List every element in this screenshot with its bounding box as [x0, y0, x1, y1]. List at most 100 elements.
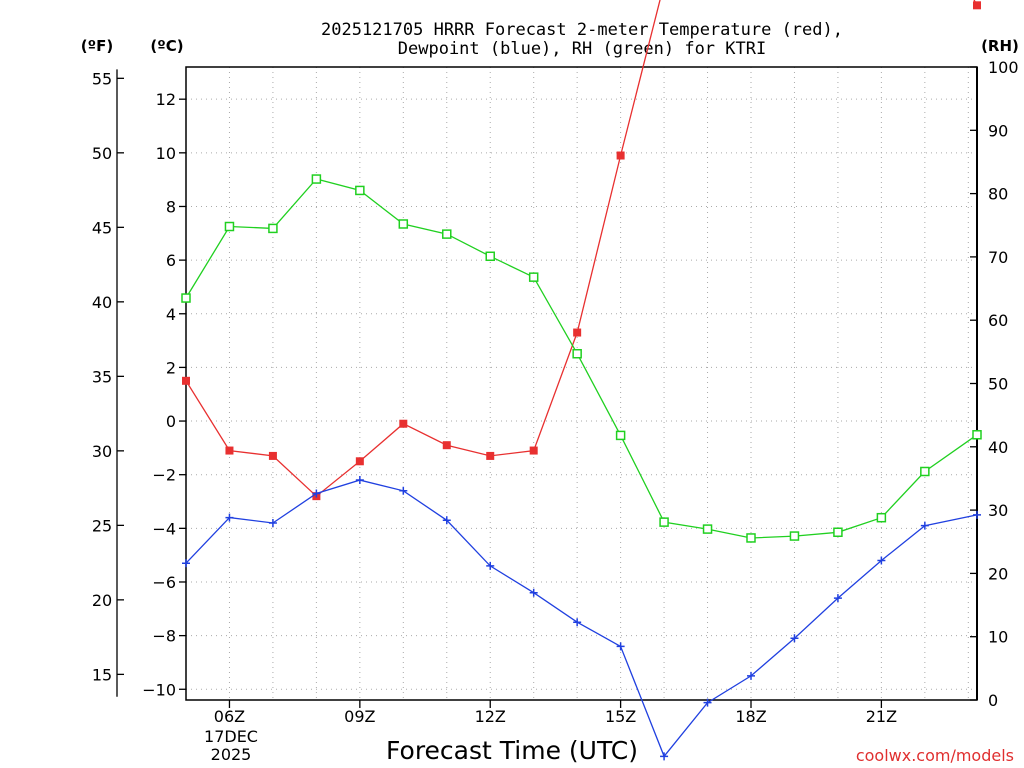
dewpoint-point	[442, 516, 451, 525]
fahrenheit-unit-label: (ºF)	[81, 37, 113, 55]
time-tick-label: 18Z	[735, 707, 766, 726]
rh-tick-label: 10	[988, 628, 1008, 647]
rh-point	[972, 430, 982, 440]
series-rh	[181, 174, 982, 543]
celsius-tick-label: 2	[166, 358, 176, 377]
rh-point	[355, 185, 365, 196]
dewpoint-line	[185, 479, 978, 758]
rh-point	[268, 223, 278, 234]
time-axis: 06Z 09Z 12Z 15Z 18Z 21Z	[214, 700, 897, 726]
celsius-tick-label: 12	[156, 90, 176, 109]
temperature-point	[442, 441, 451, 450]
date-label-day: 17DEC	[204, 727, 258, 746]
dewpoint-point	[703, 698, 712, 707]
rh-point	[398, 219, 409, 229]
dewpoint-point	[225, 513, 234, 522]
dewpoint-point	[790, 634, 799, 643]
rh-tick-label: 0	[988, 691, 998, 710]
celsius-tick-label: 4	[166, 305, 176, 324]
rh-point	[615, 430, 626, 441]
temperature-point	[355, 457, 364, 466]
dewpoint-point	[920, 521, 929, 530]
fahrenheit-tick-label: 40	[92, 293, 112, 312]
temperature-point	[399, 419, 408, 428]
time-tick-label: 09Z	[344, 707, 375, 726]
celsius-tick-label: −6	[152, 573, 176, 592]
rh-tick-label: 60	[988, 311, 1008, 330]
plot-frame	[185, 66, 978, 701]
dewpoint-point	[747, 671, 755, 680]
temperature-point	[616, 151, 625, 160]
dewpoint-point	[660, 752, 669, 761]
fahrenheit-tick-label: 25	[92, 516, 112, 535]
chart-title-line1: 2025121705 HRRR Forecast 2-meter Tempera…	[321, 20, 843, 40]
celsius-axis: −10 −8 −6 −4 −2 0 2 4 6 8 10 12	[142, 90, 186, 699]
celsius-tick-label: −2	[152, 466, 176, 485]
credit-text: coolwx.com/models	[856, 746, 1014, 765]
rh-axis: 0 10 20 30 40 50 60 70 80 90 100	[970, 58, 1019, 710]
rh-point	[442, 229, 452, 239]
rh-point	[485, 251, 495, 262]
dewpoint-point	[529, 588, 538, 597]
data-series	[181, 0, 982, 761]
rh-tick-label: 20	[988, 564, 1008, 583]
rh-point	[311, 174, 322, 184]
celsius-tick-label: 8	[166, 197, 176, 216]
rh-tick-label: 40	[988, 438, 1008, 457]
celsius-tick-label: −8	[152, 627, 176, 646]
fahrenheit-tick-label: 20	[92, 591, 112, 610]
date-label-year: 2025	[211, 745, 252, 764]
time-tick-label: 15Z	[605, 707, 636, 726]
temperature-point	[182, 376, 190, 385]
rh-point	[572, 348, 582, 359]
temperature-point	[268, 451, 277, 460]
axes	[185, 66, 978, 701]
fahrenheit-tick-label: 55	[92, 69, 112, 88]
temperature-line	[185, 0, 978, 498]
fahrenheit-tick-label: 30	[92, 442, 112, 461]
temperature-point	[573, 328, 582, 337]
celsius-tick-label: 10	[156, 144, 176, 163]
time-tick-label: 06Z	[214, 707, 245, 726]
temperature-point	[529, 446, 538, 455]
rh-point	[224, 221, 235, 232]
rh-point	[833, 527, 843, 538]
dewpoint-point	[833, 594, 842, 603]
chart-title-line2: Dewpoint (blue), RH (green) for KTRI	[398, 39, 766, 59]
time-tick-label: 21Z	[866, 707, 897, 726]
dewpoint-point	[486, 561, 495, 570]
grid-lines	[186, 67, 977, 700]
rh-tick-label: 100	[988, 58, 1019, 77]
dewpoint-point	[268, 518, 277, 527]
dewpoint-point	[399, 486, 408, 495]
fahrenheit-tick-label: 35	[92, 367, 112, 386]
rh-point	[702, 524, 713, 534]
dewpoint-point	[573, 618, 582, 627]
series-temperature	[182, 0, 981, 501]
dewpoint-point	[616, 642, 625, 651]
rh-point	[789, 531, 800, 541]
rh-unit-label: (RH)	[981, 37, 1019, 55]
rh-point	[181, 293, 191, 303]
temperature-point	[973, 1, 981, 10]
rh-tick-label: 80	[988, 185, 1008, 204]
dewpoint-point	[312, 489, 321, 498]
celsius-tick-label: −4	[152, 519, 176, 538]
rh-point	[920, 466, 930, 477]
temperature-point	[225, 446, 234, 455]
series-dewpoint	[182, 476, 981, 761]
dewpoint-point	[182, 559, 190, 568]
celsius-tick-label: 0	[166, 412, 176, 431]
fahrenheit-tick-label: 50	[92, 144, 112, 163]
dewpoint-point	[877, 556, 886, 565]
rh-tick-label: 90	[988, 121, 1008, 140]
rh-line	[185, 178, 978, 539]
time-tick-label: 12Z	[475, 707, 506, 726]
temperature-point	[486, 451, 495, 460]
celsius-tick-label: 6	[166, 251, 176, 270]
dewpoint-point	[355, 476, 364, 485]
rh-point	[659, 517, 669, 527]
rh-tick-label: 30	[988, 501, 1008, 520]
rh-point	[528, 272, 539, 282]
